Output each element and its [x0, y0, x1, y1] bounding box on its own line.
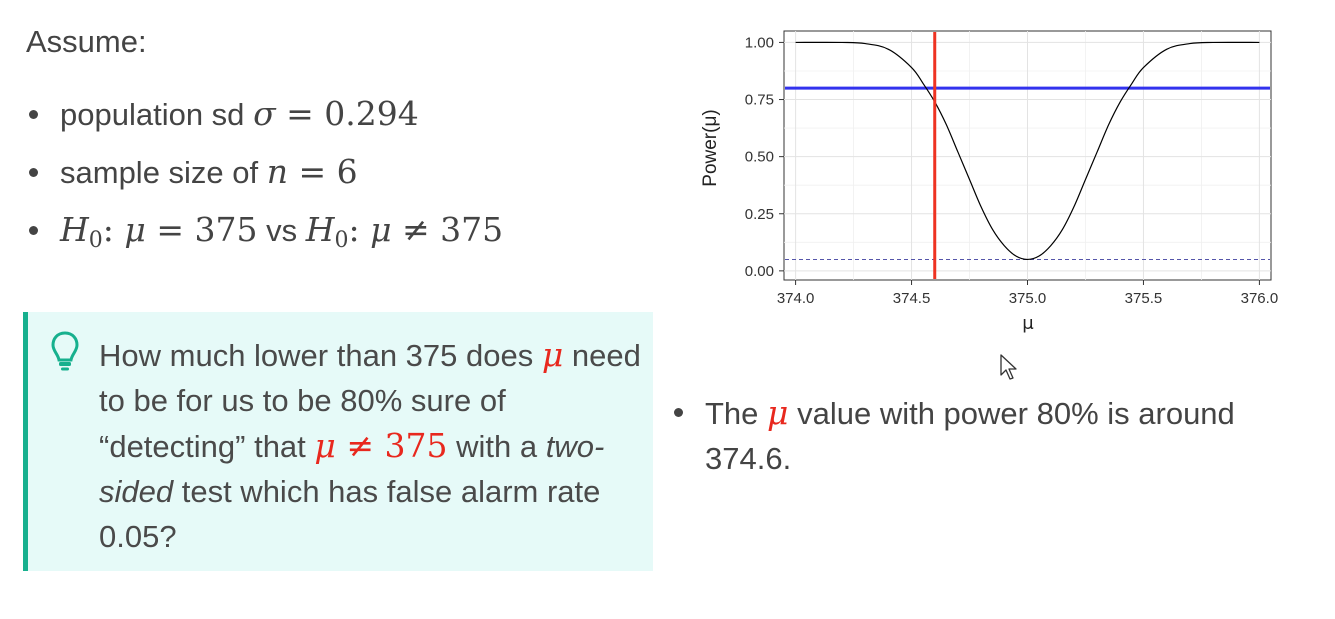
n-expression: n = 6 — [267, 152, 358, 191]
h-subscript: 0 — [334, 228, 349, 253]
y-tick-label: 0.75 — [745, 92, 774, 109]
note-text-2: value with power 80% is around 374.6. — [705, 396, 1235, 476]
sd-value: = 0.294 — [275, 94, 419, 133]
y-tick-labels: 0.00 0.25 0.50 0.75 1.00 — [745, 34, 774, 279]
x-axis-label: μ — [1022, 313, 1034, 334]
y-tick-label: 1.00 — [745, 34, 774, 51]
neq-value: ≠ 375 — [335, 426, 448, 465]
callout-emphasis: two-sided — [99, 429, 605, 509]
mu-symbol: μ — [124, 210, 146, 249]
h-symbol: H — [60, 210, 89, 249]
list-item-hypotheses: H0: μ = 375 vs H0: μ ≠ 375 — [26, 208, 503, 266]
assumption-list: population sd σ = 0.294 sample size of n… — [26, 92, 503, 266]
mu-symbol: μ — [541, 335, 564, 374]
y-tick-label: 0.50 — [745, 149, 774, 166]
mu-symbol: μ — [370, 210, 392, 249]
power-curve-chart: 0.00 0.25 0.50 0.75 1.00 374.0 374.5 375.0 375.… — [700, 30, 1278, 334]
x-tick-label: 375.0 — [1009, 290, 1047, 307]
lightbulb-icon — [51, 331, 79, 371]
sigma-symbol: σ — [253, 94, 276, 133]
note-text-1: The — [705, 396, 768, 431]
x-tick-label: 375.5 — [1125, 290, 1163, 307]
vs-label: vs — [257, 213, 306, 248]
x-tick-label: 376.0 — [1241, 290, 1279, 307]
sd-label: population sd — [60, 97, 245, 132]
sd-expression: σ = 0.294 — [253, 94, 419, 133]
null-hypothesis: H0: μ = 375 — [60, 210, 258, 253]
x-tick-labels: 374.0 374.5 375.0 375.5 376.0 — [777, 290, 1278, 307]
alt-value: ≠ 375 — [391, 210, 504, 249]
n-value: = 6 — [288, 152, 358, 191]
h-symbol: H — [305, 210, 335, 249]
alt-hypothesis: H0: μ ≠ 375 — [305, 210, 504, 253]
callout-question: How much lower than 375 does μ need to b… — [99, 332, 644, 559]
x-tick-label: 374.0 — [777, 290, 815, 307]
series-lines — [795, 32, 1260, 279]
result-note: The μ value with power 80% is around 374… — [705, 390, 1305, 481]
null-value: = 375 — [145, 210, 258, 249]
callout-text-2: need to be for us to be 80% sure of “det… — [99, 338, 641, 464]
callout-text-3: with a — [447, 429, 546, 464]
grid-lines — [784, 31, 1271, 280]
assume-heading: Assume: — [26, 24, 147, 59]
mu-symbol: μ — [767, 393, 789, 432]
reference-lines — [785, 86, 1270, 260]
h-subscript: 0 — [88, 228, 103, 253]
y-tick-label: 0.25 — [745, 206, 774, 223]
n-label: sample size of — [60, 155, 259, 190]
note-bullet — [674, 408, 683, 417]
power-curve-line — [795, 41, 1260, 261]
mu-neq-expression: μ ≠ 375 — [314, 426, 447, 465]
y-tick-label: 0.00 — [745, 263, 774, 280]
question-callout: How much lower than 375 does μ need to b… — [23, 312, 653, 571]
n-symbol: n — [266, 152, 289, 191]
list-item-n: sample size of n = 6 — [26, 150, 503, 208]
mouse-cursor-icon — [1000, 354, 1017, 380]
list-item-sd: population sd σ = 0.294 — [26, 92, 503, 150]
axis-ticks — [779, 41, 1260, 285]
y-axis-label: Power(μ) — [700, 109, 721, 186]
mu-symbol: μ — [314, 426, 336, 465]
x-tick-label: 374.5 — [893, 290, 931, 307]
callout-text-4: test which has false alarm rate 0.05? — [99, 474, 601, 554]
callout-text-1: How much lower than 375 does — [99, 338, 542, 373]
